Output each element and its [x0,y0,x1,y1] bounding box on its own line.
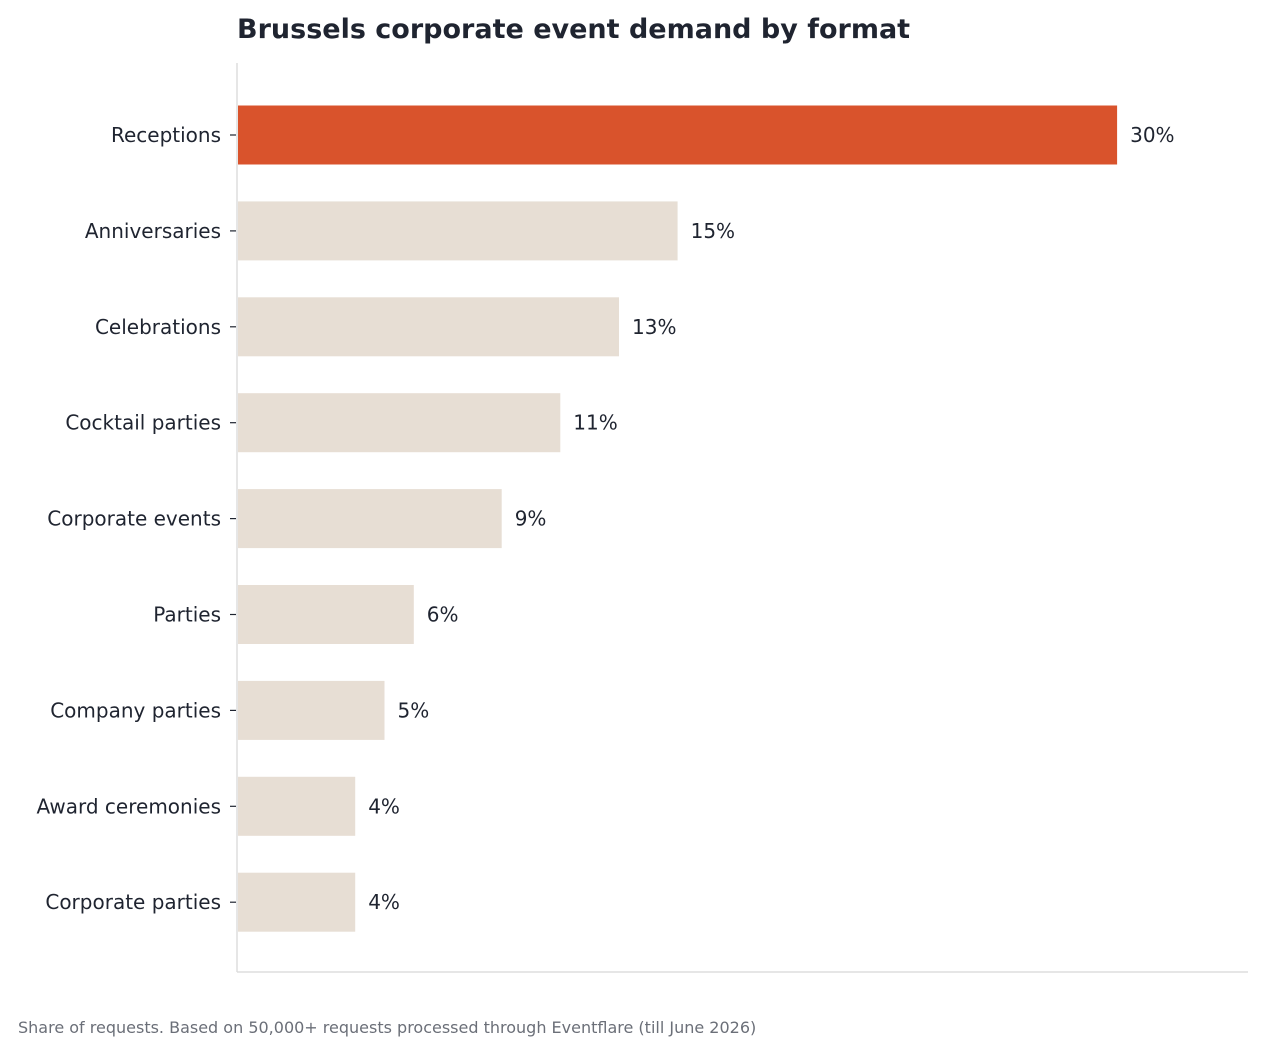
data-label: 11% [573,411,617,435]
y-tick-label: Celebrations [95,315,221,339]
bar-anniversaries [238,201,678,261]
footnote: Share of requests. Based on 50,000+ requ… [18,1018,757,1037]
chart-title: Brussels corporate event demand by forma… [237,14,910,45]
y-tick-label: Cocktail parties [65,411,221,435]
y-tick-label: Award ceremonies [37,794,221,818]
data-label: 4% [368,890,400,914]
data-label: 15% [691,219,735,243]
bar-company-parties [238,680,385,740]
data-label: 9% [515,507,547,531]
bar-celebrations [238,297,619,357]
y-tick-label: Corporate parties [45,890,221,914]
bar-corporate-parties [238,872,356,932]
bar-corporate-events [238,489,502,549]
data-label: 5% [398,698,430,722]
bar-award-ceremonies [238,776,356,836]
y-tick-label: Anniversaries [85,219,221,243]
data-label: 13% [632,315,676,339]
y-tick-label: Company parties [50,698,221,722]
axes-group: Receptions Anniversaries Celebrations Cockt… [37,63,1248,973]
y-tick-label: Receptions [111,123,221,147]
data-label: 4% [368,794,400,818]
bar-cocktail-parties [238,393,561,453]
bar-receptions [238,105,1118,165]
data-label: 6% [427,603,459,627]
bar-parties [238,585,414,644]
y-tick-label: Corporate events [47,507,221,531]
data-label: 30% [1130,123,1174,147]
y-tick-label: Parties [153,603,221,627]
bars-group: 30% 15% 13% 11% 9% 6% 5% 4% 4% [238,105,1175,932]
